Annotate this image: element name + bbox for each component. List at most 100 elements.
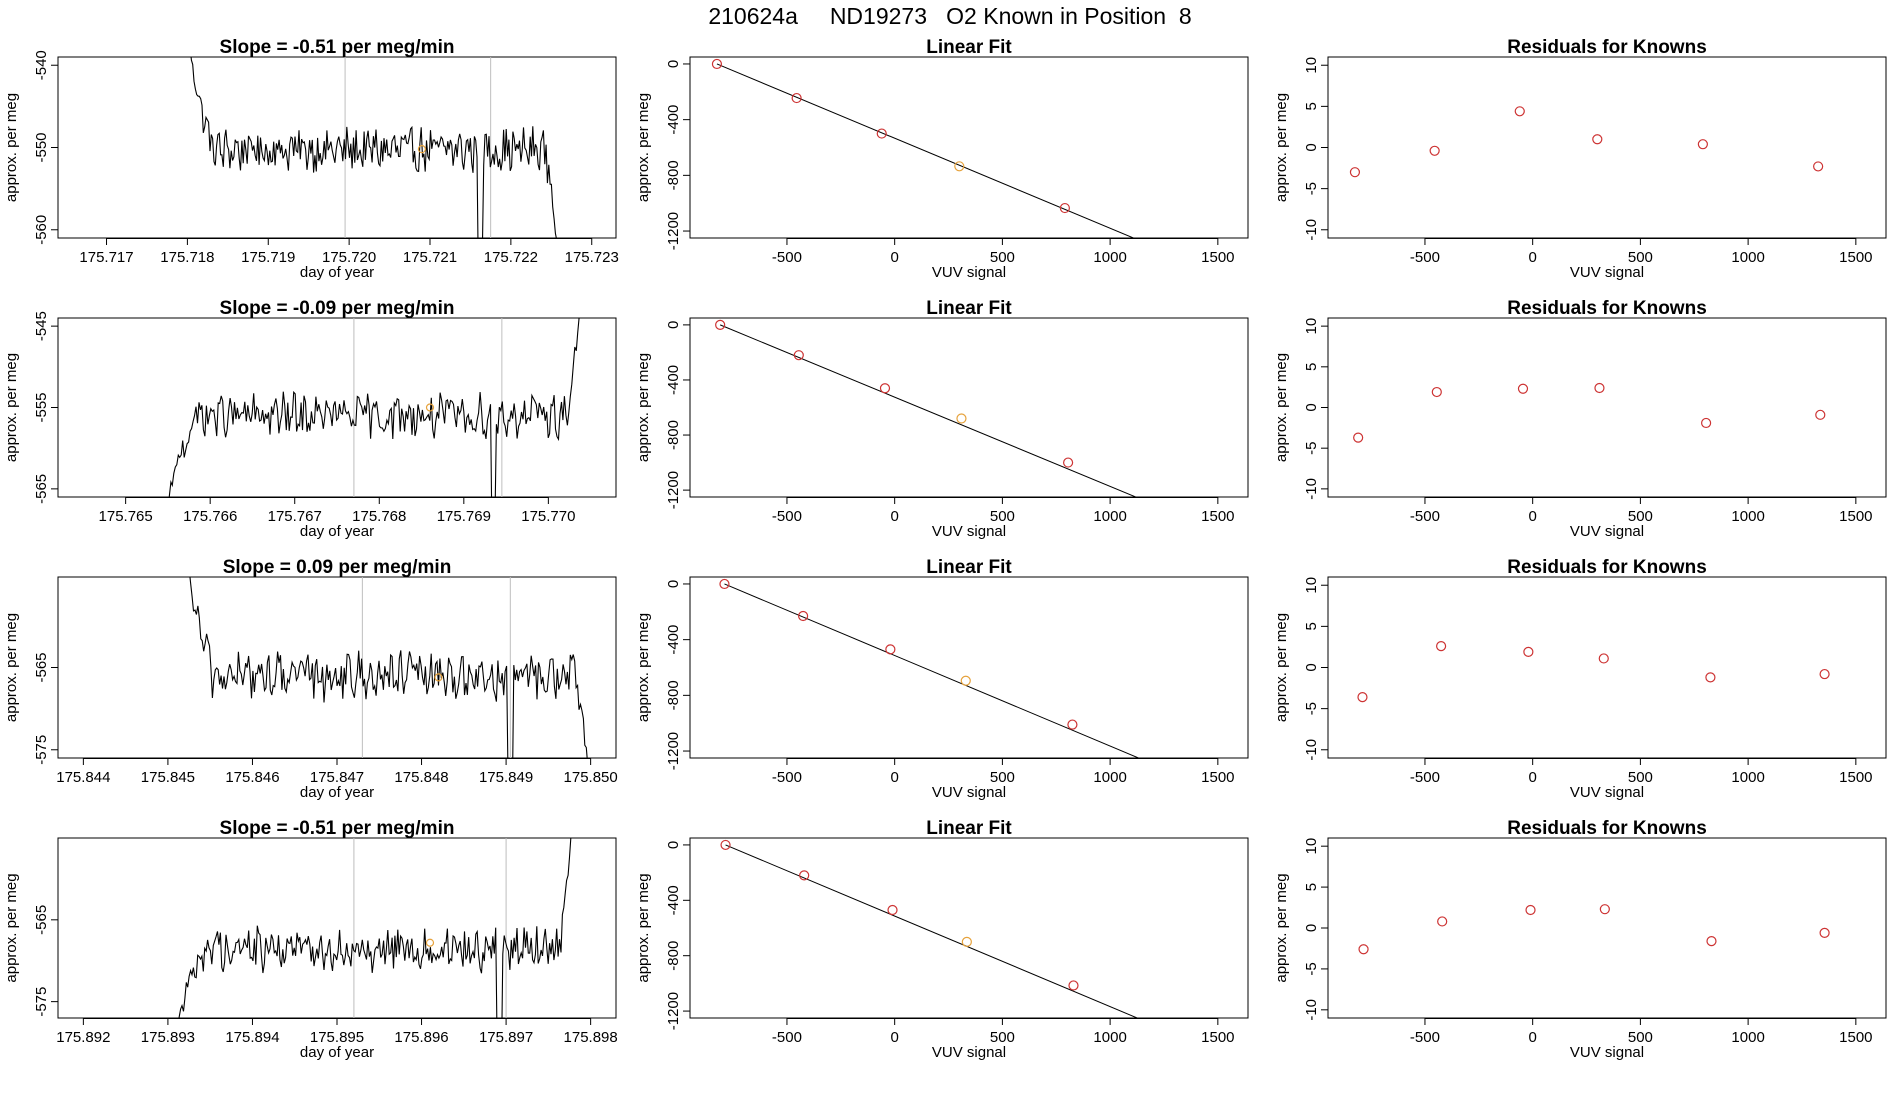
x-tick-label: 500: [1628, 1029, 1653, 1046]
known-point: [879, 383, 891, 394]
y-tick-label: -10: [1303, 739, 1320, 761]
x-tick-label: 175.892: [56, 1029, 110, 1046]
x-tick-label: 1000: [1093, 1029, 1126, 1046]
x-tick-label: 500: [1628, 769, 1653, 786]
y-axis-label: approx. per meg: [3, 353, 20, 462]
y-tick-label: -550: [33, 132, 50, 162]
plot-area: [1353, 382, 1826, 443]
known-point: [1067, 719, 1078, 730]
known-point: [956, 413, 967, 424]
y-tick-label: 0: [1303, 924, 1320, 932]
y-tick-label: 10: [1303, 838, 1320, 855]
x-tick-label: -500: [772, 508, 802, 525]
x-tick-label: -500: [1410, 769, 1440, 786]
y-tick-label: -545: [33, 311, 50, 341]
plot-frame: [57, 317, 617, 498]
known-point: [720, 839, 731, 851]
plot-title: Linear Fit: [926, 37, 1012, 58]
x-tick-label: 500: [990, 508, 1015, 525]
fit-line: [724, 583, 1140, 758]
y-axis-label: approx. per meg: [635, 613, 652, 722]
plot-title: Linear Fit: [926, 818, 1012, 839]
time-series-panel-row-1: Slope = -0.51 per meg/min 175.717 175.718 1…: [3, 37, 619, 281]
residual-point: [1599, 904, 1610, 915]
x-tick-label: 175.718: [160, 249, 214, 266]
x-tick-label: 0: [890, 249, 898, 266]
known-point: [1182, 1034, 1191, 1043]
time-series-trace: [178, 838, 572, 1018]
plot-area: [168, 318, 580, 497]
plot-area: [178, 838, 572, 1018]
y-tick-label: -800: [665, 420, 682, 450]
x-tick-label: 1000: [1093, 769, 1126, 786]
residual-point: [1429, 145, 1440, 156]
highlight-point: [425, 938, 435, 947]
y-tick-label: 0: [1303, 663, 1320, 671]
x-tick-label: 175.846: [225, 769, 279, 786]
linear-fit-panel-row-4: Linear Fit -500 0 500 1000 1500 VUV signal 0 -40…: [635, 818, 1249, 1061]
x-axis-label: VUV signal: [932, 784, 1006, 801]
plot-area: [1358, 904, 1830, 955]
known-point: [887, 904, 898, 916]
known-point: [715, 319, 726, 330]
plot-title: Slope = -0.09 per meg/min: [220, 298, 455, 319]
y-tick-label: -540: [33, 50, 50, 80]
residual-point: [1819, 927, 1830, 939]
plot-area: [189, 577, 588, 758]
x-tick-label: 1000: [1731, 508, 1764, 525]
time-series-panel-row-3: Slope = 0.09 per meg/min 175.844 175.845 17…: [3, 557, 618, 801]
residual-point: [1357, 692, 1368, 703]
linear-fit-panel-row-3: Linear Fit -500 0 500 1000 1500 VUV signal 0 -40…: [635, 557, 1249, 801]
x-tick-label: 175.893: [141, 1029, 195, 1046]
y-tick-label: -10: [1303, 478, 1320, 500]
x-axis-label: VUV signal: [932, 264, 1006, 281]
time-series-panel-row-4: Slope = -0.51 per meg/min 175.892 175.893 1…: [3, 818, 618, 1061]
figure-title: 210624a ND19273 O2 Known in Position 8: [708, 3, 1192, 29]
known-point: [885, 644, 896, 655]
highlight-point: [434, 673, 443, 682]
y-tick-label: -10: [1303, 999, 1320, 1021]
residual-point: [1349, 167, 1361, 178]
x-tick-label: 0: [890, 1029, 898, 1046]
x-tick-label: 175.847: [310, 769, 364, 786]
residual-point: [1813, 161, 1824, 172]
residual-point: [1436, 641, 1447, 652]
plot-title: Residuals for Knowns: [1507, 557, 1707, 578]
x-axis-label: day of year: [300, 1044, 374, 1061]
residual-point: [1358, 944, 1369, 955]
y-axis-label: approx. per meg: [635, 353, 652, 462]
x-tick-label: -500: [1410, 508, 1440, 525]
x-tick-label: 175.850: [564, 769, 618, 786]
plot-frame: [689, 56, 1249, 239]
x-tick-label: 175.770: [521, 508, 575, 525]
y-tick-label: -575: [33, 987, 50, 1017]
plot-frame: [1327, 837, 1887, 1019]
y-tick-label: -565: [33, 474, 50, 504]
x-axis-label: day of year: [300, 784, 374, 801]
plot-frame: [1327, 56, 1887, 239]
x-tick-label: 1500: [1201, 769, 1234, 786]
x-tick-label: 175.720: [322, 249, 376, 266]
x-tick-label: 175.895: [310, 1029, 364, 1046]
y-tick-label: -5: [1303, 702, 1320, 715]
x-axis-label: day of year: [300, 264, 374, 281]
known-point: [876, 128, 887, 139]
plot-title: Linear Fit: [926, 298, 1012, 319]
y-tick-label: -555: [33, 392, 50, 422]
x-tick-label: 500: [1628, 508, 1653, 525]
y-tick-label: -10: [1303, 219, 1320, 241]
known-point: [711, 58, 723, 70]
plot-area: [715, 319, 1187, 521]
x-tick-label: 175.848: [394, 769, 448, 786]
x-tick-label: 175.717: [79, 249, 133, 266]
y-axis-label: approx. per meg: [1273, 353, 1290, 462]
x-tick-label: 500: [990, 249, 1015, 266]
known-point: [1178, 512, 1187, 521]
residual-point: [1523, 646, 1534, 657]
known-point: [799, 870, 810, 881]
y-tick-label: 10: [1303, 577, 1320, 594]
x-tick-label: 175.768: [352, 508, 406, 525]
x-tick-label: -500: [1410, 1029, 1440, 1046]
residuals-panel-row-3: Residuals for Knowns -500 0 500 1000 1500 VUV …: [1273, 557, 1887, 801]
